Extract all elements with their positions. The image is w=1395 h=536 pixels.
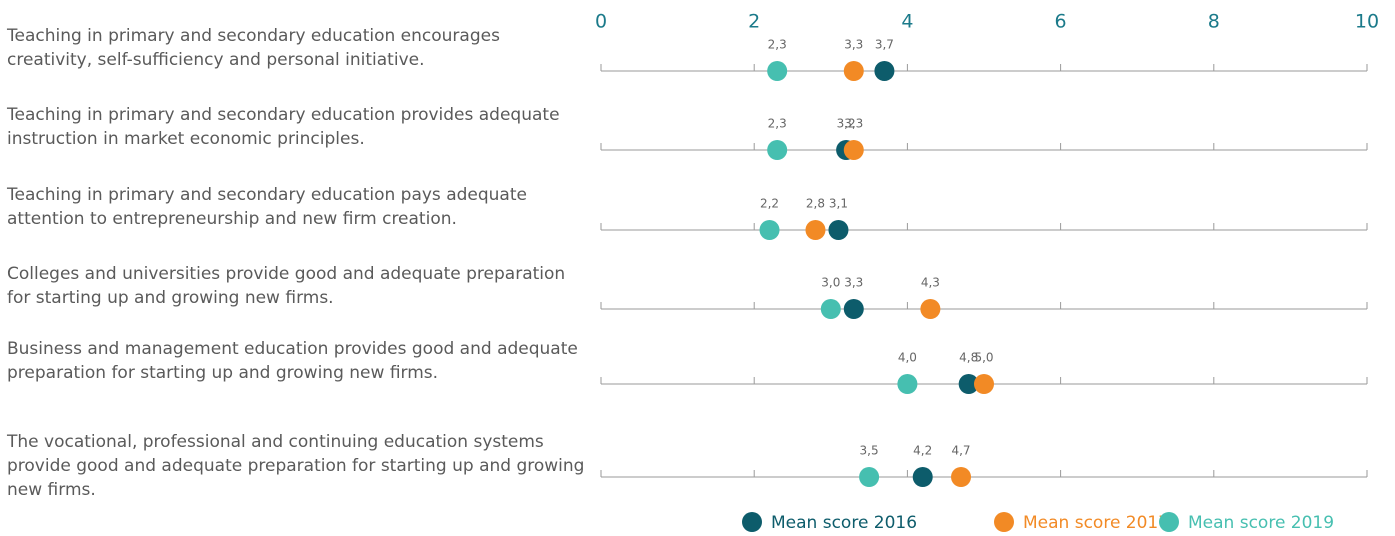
value-label: 3,7 — [875, 38, 894, 52]
value-label: 3,5 — [860, 444, 879, 458]
value-label: 4,7 — [951, 444, 970, 458]
category-label: Teaching in primary and secondary educat… — [7, 185, 527, 229]
category-label: Teaching in primary and secondary educat… — [7, 105, 560, 149]
legend-label: Mean score 2016 — [771, 513, 917, 533]
x-tick-label: 2 — [748, 11, 760, 33]
legend-label: Mean score 2019 — [1188, 513, 1334, 533]
dot — [897, 374, 918, 394]
value-label: 2,3 — [768, 38, 787, 52]
legend-marker — [742, 512, 762, 532]
dot — [828, 220, 849, 240]
value-label: 4,2 — [913, 444, 932, 458]
dot — [974, 374, 994, 394]
value-label: 3,2 — [837, 117, 856, 131]
dot — [920, 299, 941, 319]
category-label: The vocational, professional and continu… — [7, 432, 585, 500]
legend-marker — [994, 512, 1014, 532]
dot — [912, 467, 933, 487]
value-label: 5,0 — [974, 351, 993, 365]
value-label: 4,3 — [921, 276, 940, 290]
category-label: Teaching in primary and secondary educat… — [7, 26, 500, 70]
dot — [767, 61, 788, 81]
dot — [805, 220, 826, 240]
dot — [951, 467, 972, 487]
value-label: 3,3 — [844, 38, 863, 52]
value-label: 3,0 — [821, 276, 840, 290]
dot — [843, 61, 864, 81]
legend-label: Mean score 2017 — [1023, 513, 1169, 533]
dot — [843, 299, 864, 319]
value-label: 2,8 — [806, 197, 825, 211]
category-label: Colleges and universities provide good a… — [7, 264, 566, 308]
value-label: 2,2 — [760, 197, 779, 211]
dot — [859, 467, 880, 487]
dot — [958, 374, 979, 394]
dot — [843, 140, 864, 160]
dot — [820, 299, 841, 319]
value-label: 2,3 — [768, 117, 787, 131]
x-tick-label: 10 — [1355, 11, 1379, 33]
value-label: 4,0 — [898, 351, 917, 365]
value-label: 3,1 — [829, 197, 848, 211]
x-tick-label: 8 — [1208, 11, 1220, 33]
category-label: Business and management education provid… — [7, 339, 578, 383]
value-label: 3,3 — [844, 117, 863, 131]
dot — [874, 61, 895, 81]
x-tick-label: 0 — [595, 11, 607, 33]
dot — [767, 140, 788, 160]
legend-marker — [1159, 512, 1179, 532]
value-label: 4,8 — [959, 351, 978, 365]
x-tick-label: 6 — [1055, 11, 1067, 33]
dot — [759, 220, 780, 240]
x-tick-label: 4 — [901, 11, 913, 33]
value-label: 3,3 — [844, 276, 863, 290]
